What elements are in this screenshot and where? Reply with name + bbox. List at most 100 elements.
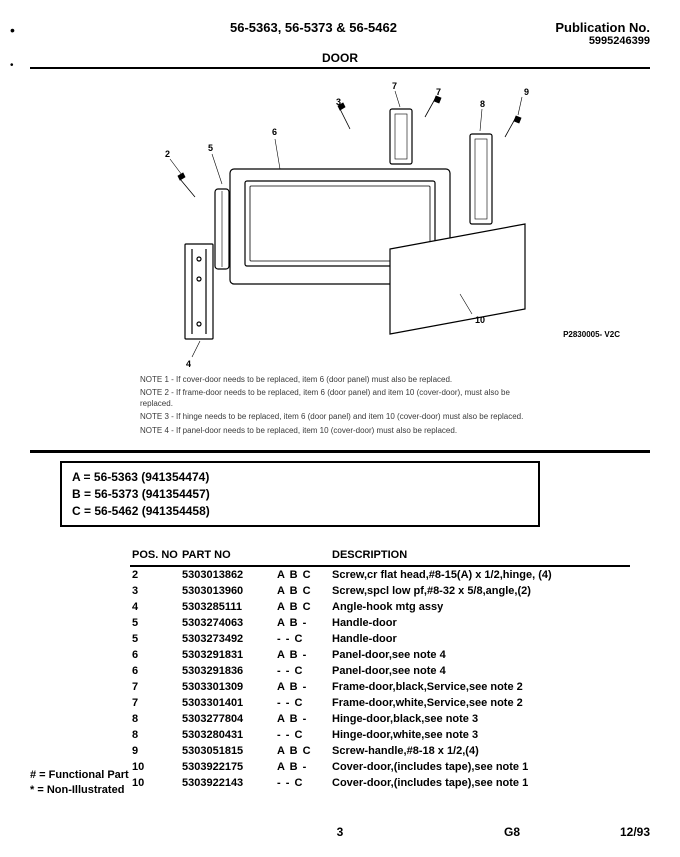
cell-part: 5303277804 [180, 711, 275, 727]
legend-nonillustrated: * = Non-Illustrated [30, 783, 129, 797]
pub-label: Publication No. [555, 20, 650, 35]
notes-block: NOTE 1 - If cover-door needs to be repla… [140, 375, 540, 436]
cell-pos: 2 [130, 566, 180, 583]
callout-10: 10 [475, 315, 485, 325]
cell-desc: Screw-handle,#8-18 x 1/2,(4) [330, 743, 630, 759]
header-models: 56-5363, 56-5373 & 56-5462 [30, 20, 397, 47]
model-a: A = 56-5363 (941354474) [72, 469, 528, 486]
cell-part: 5303285111 [180, 599, 275, 615]
callout-3: 3 [336, 97, 341, 107]
cell-mods: - - C [275, 631, 330, 647]
table-row: 105303922143- - CCover-door,(includes ta… [130, 775, 630, 791]
footer-page: 3 [337, 825, 344, 839]
cell-mods: A B C [275, 566, 330, 583]
cell-mods: A B - [275, 647, 330, 663]
model-b: B = 56-5373 (941354457) [72, 486, 528, 503]
cell-pos: 8 [130, 727, 180, 743]
cell-mods: A B - [275, 679, 330, 695]
cell-mods: A B C [275, 583, 330, 599]
cell-mods: A B C [275, 599, 330, 615]
cell-desc: Panel-door,see note 4 [330, 647, 630, 663]
cell-pos: 7 [130, 695, 180, 711]
cell-desc: Hinge-door,white,see note 3 [330, 727, 630, 743]
margin-dot: • [10, 22, 15, 38]
cell-desc: Handle-door [330, 615, 630, 631]
cell-mods: A B - [275, 615, 330, 631]
parts-table-wrap: POS. NO PART NO DESCRIPTION 25303013862A… [130, 545, 630, 791]
cell-desc: Panel-door,see note 4 [330, 663, 630, 679]
table-row: 55303273492- - CHandle-door [130, 631, 630, 647]
cell-part: 5303051815 [180, 743, 275, 759]
cell-desc: Frame-door,black,Service,see note 2 [330, 679, 630, 695]
callout-7: 7 [392, 81, 397, 91]
table-row: 45303285111A B CAngle-hook mtg assy [130, 599, 630, 615]
table-row: 85303277804A B -Hinge-door,black,see not… [130, 711, 630, 727]
cell-part: 5303013862 [180, 566, 275, 583]
cell-pos: 6 [130, 647, 180, 663]
note-4: NOTE 4 - If panel-door needs to be repla… [140, 426, 540, 436]
cell-mods: - - C [275, 695, 330, 711]
footer-code: G8 [504, 825, 520, 839]
cell-part: 5303301401 [180, 695, 275, 711]
table-row: 75303301401- - CFrame-door,white,Service… [130, 695, 630, 711]
model-legend-box: A = 56-5363 (941354474) B = 56-5373 (941… [60, 461, 540, 527]
table-row: 75303301309A B -Frame-door,black,Service… [130, 679, 630, 695]
callout-9: 9 [524, 87, 529, 97]
callout-6: 6 [272, 127, 277, 137]
table-row: 55303274063A B -Handle-door [130, 615, 630, 631]
cell-part: 5303291836 [180, 663, 275, 679]
cell-part: 5303274063 [180, 615, 275, 631]
table-row: 65303291831A B -Panel-door,see note 4 [130, 647, 630, 663]
footnote-legend: # = Functional Part * = Non-Illustrated [30, 768, 129, 797]
parts-table: POS. NO PART NO DESCRIPTION 25303013862A… [130, 545, 630, 791]
note-1: NOTE 1 - If cover-door needs to be repla… [140, 375, 540, 385]
table-row: 65303291836- - CPanel-door,see note 4 [130, 663, 630, 679]
cell-pos: 6 [130, 663, 180, 679]
note-3: NOTE 3 - If hinge needs to be replaced, … [140, 412, 540, 422]
cell-pos: 10 [130, 759, 180, 775]
cell-mods: A B - [275, 711, 330, 727]
th-mod [275, 545, 330, 566]
pub-no: 5995246399 [555, 35, 650, 47]
cell-part: 5303013960 [180, 583, 275, 599]
footer-date: 12/93 [620, 825, 650, 839]
cell-mods: - - C [275, 775, 330, 791]
section-title: DOOR [30, 51, 650, 69]
cell-part: 5303922143 [180, 775, 275, 791]
legend-functional: # = Functional Part [30, 768, 129, 782]
cell-desc: Cover-door,(includes tape),see note 1 [330, 775, 630, 791]
margin-dot-2: • [10, 60, 14, 71]
cell-pos: 8 [130, 711, 180, 727]
table-row: 35303013960A B CScrew,spcl low pf,#8-32 … [130, 583, 630, 599]
cell-mods: A B C [275, 743, 330, 759]
callout-2: 2 [165, 149, 170, 159]
footer: 3 G8 12/93 [30, 825, 650, 839]
cell-desc: Handle-door [330, 631, 630, 647]
cell-part: 5303291831 [180, 647, 275, 663]
callout-8: 8 [480, 99, 485, 109]
exploded-diagram: 2 5 6 3 7 7 8 9 4 10 [140, 79, 540, 369]
table-row: 105303922175A B -Cover-door,(includes ta… [130, 759, 630, 775]
th-desc: DESCRIPTION [330, 545, 630, 566]
cell-part: 5303280431 [180, 727, 275, 743]
cell-pos: 5 [130, 615, 180, 631]
note-2: NOTE 2 - If frame-door needs to be repla… [140, 388, 540, 409]
model-c: C = 56-5462 (941354458) [72, 503, 528, 520]
cell-pos: 10 [130, 775, 180, 791]
table-row: 25303013862A B CScrew,cr flat head,#8-15… [130, 566, 630, 583]
header: 56-5363, 56-5373 & 56-5462 Publication N… [30, 20, 650, 47]
cell-desc: Frame-door,white,Service,see note 2 [330, 695, 630, 711]
table-row: 95303051815A B CScrew-handle,#8-18 x 1/2… [130, 743, 630, 759]
callout-7b: 7 [436, 87, 441, 97]
figure-code: P2830005- V2C [563, 330, 620, 339]
callout-5: 5 [208, 143, 213, 153]
cell-pos: 5 [130, 631, 180, 647]
cell-mods: - - C [275, 727, 330, 743]
cell-desc: Cover-door,(includes tape),see note 1 [330, 759, 630, 775]
th-pos: POS. NO [130, 545, 180, 566]
header-pub: Publication No. 5995246399 [555, 20, 650, 47]
cell-pos: 9 [130, 743, 180, 759]
cell-desc: Screw,cr flat head,#8-15(A) x 1/2,hinge,… [330, 566, 630, 583]
cell-desc: Screw,spcl low pf,#8-32 x 5/8,angle,(2) [330, 583, 630, 599]
cell-desc: Hinge-door,black,see note 3 [330, 711, 630, 727]
